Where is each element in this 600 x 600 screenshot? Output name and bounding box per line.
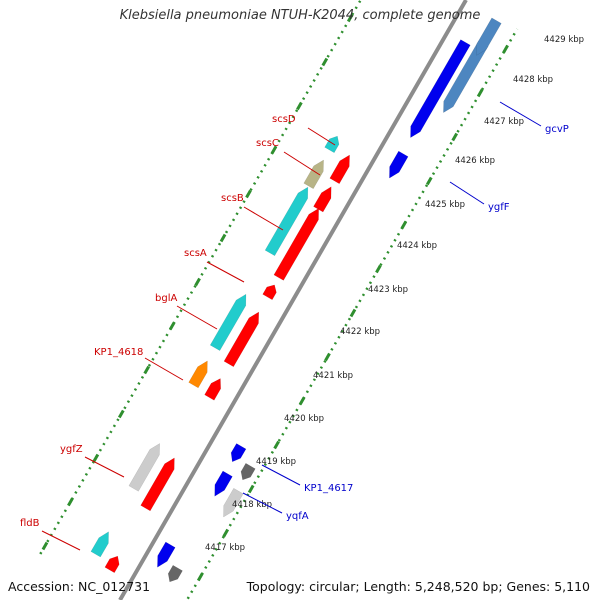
- tick-label: 4419 kbp: [256, 457, 296, 467]
- tick-label: 4421 kbp: [313, 371, 353, 381]
- tick-mark-left: [194, 277, 201, 287]
- tick-label: 4420 kbp: [284, 414, 324, 424]
- tick-label: 4418 kbp: [232, 500, 272, 510]
- gene-arrow: [313, 186, 332, 213]
- gene-arrow: [214, 470, 233, 497]
- tick-mark-right: [502, 44, 509, 54]
- genome-backbone: [118, 0, 468, 600]
- label-leader: [499, 101, 542, 127]
- label-leader: [84, 456, 125, 478]
- label-leader: [283, 151, 321, 176]
- tick-rail-right: [185, 28, 519, 600]
- tick-mark-left: [219, 233, 227, 243]
- gene-arrow: [262, 284, 277, 301]
- tick-mark-left: [321, 57, 329, 67]
- gene-arrow: [157, 541, 176, 568]
- tick-label: 4428 kbp: [513, 75, 553, 85]
- gene-arrow: [204, 378, 221, 401]
- gene-label: scsB: [221, 193, 244, 204]
- tick-mark-right: [273, 440, 280, 450]
- tick-mark-left: [346, 13, 354, 23]
- label-leader: [242, 492, 283, 514]
- tick-mark-left: [41, 541, 49, 551]
- tick-mark-left: [117, 409, 125, 419]
- tick-mark-left: [270, 145, 278, 155]
- gene-arrow: [104, 555, 120, 574]
- gene-arrow: [167, 564, 183, 583]
- label-leader: [449, 181, 485, 205]
- label-leader: [144, 357, 184, 381]
- tick-mark-right: [196, 572, 204, 582]
- tick-mark-left: [245, 189, 252, 199]
- gene-arrow: [223, 487, 244, 518]
- label-leader: [176, 305, 218, 330]
- tick-mark-right: [451, 132, 459, 142]
- tick-label: 4423 kbp: [368, 285, 408, 295]
- gene-arrow: [476, 17, 502, 56]
- gene-arrow: [324, 135, 340, 154]
- gene-label: ygfF: [488, 202, 510, 213]
- accession-text: Accession: NC_012731: [8, 579, 151, 594]
- gene-arrow: [273, 207, 319, 281]
- tick-mark-right: [349, 308, 357, 318]
- gene-label: ygfZ: [60, 444, 83, 455]
- tick-mark-right: [400, 220, 408, 230]
- gene-arrow: [140, 457, 175, 512]
- tick-label: 4426 kbp: [455, 156, 495, 166]
- gene-label: yqfA: [286, 511, 309, 522]
- label-leader: [307, 127, 336, 146]
- tick-label: 4429 kbp: [544, 35, 584, 45]
- tick-label: 4427 kbp: [484, 117, 524, 127]
- tick-mark-left: [92, 453, 100, 463]
- gene-arrow: [128, 443, 160, 492]
- tick-rail-left: [39, 0, 363, 555]
- gene-arrow: [329, 154, 350, 185]
- gene-label: fldB: [20, 518, 40, 529]
- gene-arrow: [230, 443, 247, 463]
- tick-mark-right: [476, 88, 484, 98]
- label-leader: [243, 206, 284, 231]
- tick-mark-right: [298, 396, 306, 406]
- tick-mark-right: [222, 528, 230, 538]
- tick-label: 4422 kbp: [340, 327, 380, 337]
- gene-arrow: [389, 150, 409, 179]
- gene-arrow: [188, 360, 208, 389]
- tick-label: 4425 kbp: [425, 200, 465, 210]
- tick-mark-left: [67, 497, 74, 507]
- gene-label: KP1_4617: [304, 483, 353, 494]
- gene-label: scsA: [184, 248, 207, 259]
- label-leader: [41, 530, 81, 551]
- gene-label: gcvP: [545, 124, 569, 135]
- gene-label: scsD: [272, 114, 296, 125]
- gene-arrow: [264, 186, 309, 257]
- tick-label: 4417 kbp: [205, 543, 245, 553]
- gene-label: bglA: [155, 293, 177, 304]
- tick-mark-right: [375, 264, 382, 274]
- genome-info-text: Topology: circular; Length: 5,248,520 bp…: [246, 579, 590, 594]
- gene-label: KP1_4618: [94, 347, 143, 358]
- label-leader: [206, 261, 245, 283]
- tick-mark-right: [247, 484, 255, 494]
- gene-arrow: [240, 462, 256, 481]
- gene-arrow: [303, 159, 324, 190]
- tick-mark-left: [143, 365, 151, 375]
- label-leader: [261, 464, 301, 486]
- gene-arrow: [90, 531, 109, 558]
- tick-mark-left: [296, 101, 303, 111]
- tick-mark-right: [324, 352, 331, 362]
- gene-arrow: [223, 311, 260, 368]
- tick-label: 4424 kbp: [397, 241, 437, 251]
- map-title: Klebsiella pneumoniae NTUH-K2044, comple…: [119, 8, 481, 23]
- gene-arrow: [410, 39, 471, 139]
- tick-mark-right: [425, 176, 433, 186]
- gene-label: scsC: [256, 138, 279, 149]
- gene-arrow: [209, 293, 247, 351]
- tick-mark-left: [168, 321, 176, 331]
